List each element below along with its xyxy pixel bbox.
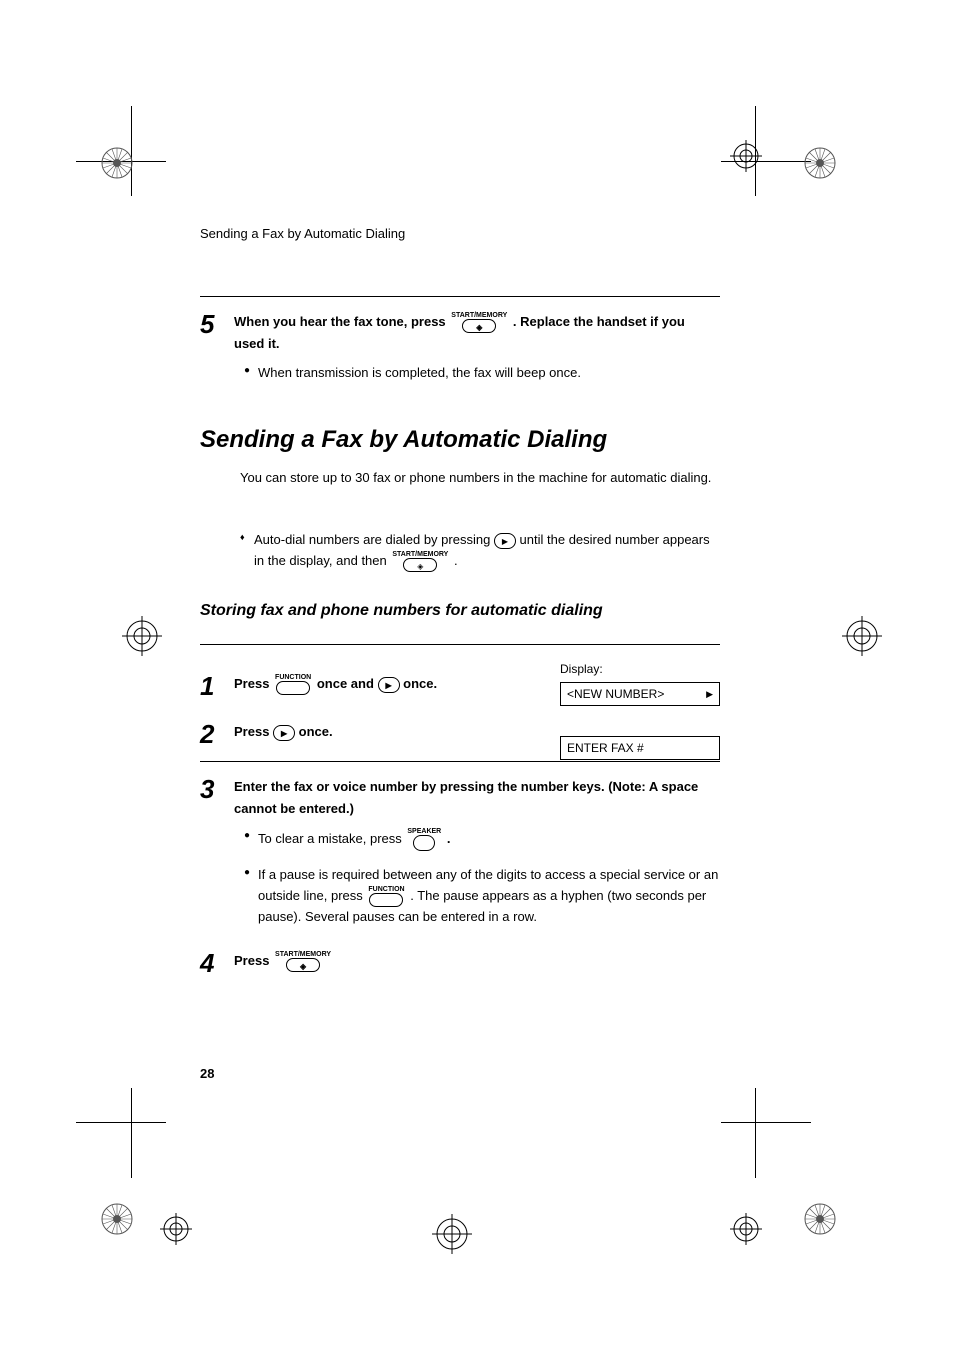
registration-mark-tr-inner	[730, 140, 762, 172]
step-number: 1	[200, 673, 234, 699]
subheading: Storing fax and phone numbers for automa…	[200, 602, 603, 620]
arrow-right-button-icon: ▶	[378, 677, 400, 693]
gear-ornament-tr	[803, 146, 837, 185]
horizontal-rule	[200, 761, 720, 762]
gear-ornament-tl	[100, 146, 134, 185]
step-number: 2	[200, 721, 234, 747]
registration-mark-right	[842, 616, 882, 656]
registration-mark-br-inner	[730, 1213, 762, 1245]
step-5-text: When you hear the fax tone, press START/…	[234, 311, 716, 355]
page-number: 28	[200, 1066, 214, 1081]
section-bullet: ♦ Auto-dial numbers are dialed by pressi…	[240, 522, 716, 572]
section-title: Sending a Fax by Automatic Dialing	[200, 426, 607, 454]
arrow-right-button-icon: ▶	[273, 725, 295, 741]
step-number: 4	[200, 950, 234, 976]
step-5-bullet: ● When transmission is completed, the fa…	[244, 363, 716, 384]
horizontal-rule	[200, 644, 720, 645]
gear-ornament-bl	[100, 1202, 134, 1241]
registration-mark-bottom	[432, 1214, 472, 1254]
steps-block: Display: <NEW NUMBER>▶ 1 Press FUNCTION …	[200, 644, 720, 986]
function-button-icon: FUNCTION	[275, 674, 311, 695]
top-step-block: 5 When you hear the fax tone, press STAR…	[200, 296, 716, 394]
page-header: Sending a Fax by Automatic Dialing	[200, 226, 405, 241]
display-box-2: ENTER FAX #	[560, 736, 720, 760]
display-box-1: <NEW NUMBER>▶	[560, 682, 720, 706]
gear-ornament-br	[803, 1202, 837, 1241]
step-3-bullet2: ● If a pause is required between any of …	[244, 865, 720, 928]
step-5-row: 5 When you hear the fax tone, press STAR…	[200, 311, 716, 384]
registration-mark-bl-inner	[160, 1213, 192, 1245]
display-label: Display:	[560, 662, 720, 676]
function-button-icon: FUNCTION	[368, 886, 404, 907]
registration-mark-left	[122, 616, 162, 656]
step-3-line1: Enter the fax or voice number by pressin…	[234, 776, 720, 820]
step-4-text: Press START/MEMORY ◈	[234, 950, 720, 972]
display-column: Display: <NEW NUMBER>▶	[560, 662, 720, 706]
step-3-row: 3 Enter the fax or voice number by press…	[200, 776, 720, 928]
horizontal-rule	[200, 296, 720, 297]
step-5-before: When you hear the fax tone, press	[234, 314, 449, 329]
arrow-right-button-icon: ▶	[494, 533, 516, 549]
section-bullet-before: Auto-dial numbers are dialed by pressing	[254, 532, 494, 547]
step-3-bullet1: ● To clear a mistake, press SPEAKER .	[244, 828, 720, 851]
start-memory-button-icon: START/MEMORY ◈	[275, 951, 331, 972]
step-number: 3	[200, 776, 234, 928]
start-memory-button-icon: START/MEMORY ◈	[451, 312, 507, 333]
start-memory-button-icon: START/MEMORY ◈	[392, 551, 448, 572]
step-4-row: 4 Press START/MEMORY ◈	[200, 950, 720, 976]
section-intro: You can store up to 30 fax or phone numb…	[240, 468, 716, 488]
speaker-button-icon: SPEAKER	[407, 828, 441, 851]
step-number: 5	[200, 311, 234, 384]
